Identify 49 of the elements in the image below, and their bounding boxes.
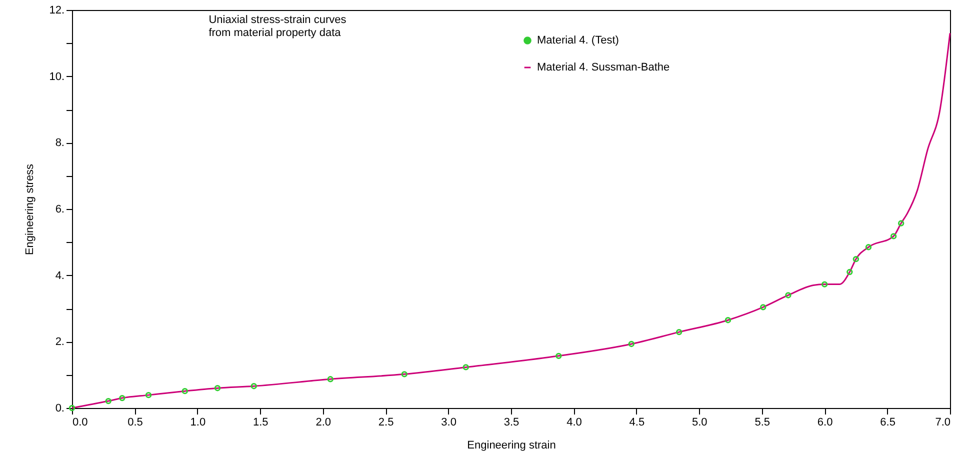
point xyxy=(68,404,76,412)
y-axis-title: Engineering stress xyxy=(24,163,36,256)
x-tick-label: 6.5 xyxy=(880,416,896,428)
x-tick-label: 5.5 xyxy=(754,416,770,428)
x-tick-label: 1.5 xyxy=(252,416,268,428)
x-axis-title: Engineering strain xyxy=(467,440,556,452)
point xyxy=(676,328,682,336)
point xyxy=(119,394,126,402)
legend-label: Material 4. (Test) xyxy=(537,34,619,46)
y-tick-label: 2. xyxy=(55,336,64,348)
x-tick-label: 0.0 xyxy=(72,416,88,428)
text: Uniaxial stress-strain curves from material property data xyxy=(208,14,347,39)
x-tick-label: 4.0 xyxy=(566,416,582,428)
x-tick-label: 5.0 xyxy=(692,416,708,428)
x-tick-label: 7.0 xyxy=(935,416,950,428)
y-tick-label: 0. xyxy=(55,402,64,414)
point xyxy=(327,376,334,382)
point xyxy=(182,388,188,394)
y-tick-label: 12. xyxy=(49,4,64,16)
y-tick-label: 4. xyxy=(55,270,64,282)
point xyxy=(105,398,112,404)
point xyxy=(865,244,872,250)
y-tick-label: 8. xyxy=(55,137,64,150)
legend-label: Material 4. Sussman-Bathe xyxy=(537,62,670,74)
point xyxy=(145,392,152,398)
point xyxy=(724,317,732,324)
point xyxy=(556,352,562,360)
point xyxy=(628,340,635,348)
y-tick-label: 6. xyxy=(55,204,64,216)
point xyxy=(898,220,904,226)
point xyxy=(250,383,257,390)
x-tick-label: 0.5 xyxy=(128,416,143,428)
x-tick-label: 1.0 xyxy=(190,416,206,428)
point xyxy=(846,268,853,276)
point xyxy=(401,371,408,378)
x-tick-label: 2.0 xyxy=(316,416,332,428)
point xyxy=(852,256,860,262)
point xyxy=(214,385,221,392)
x-tick-label: 3.5 xyxy=(504,416,520,428)
point xyxy=(760,304,766,310)
x-tick-label: 3.0 xyxy=(441,416,456,428)
point xyxy=(890,233,897,240)
point xyxy=(462,364,469,370)
point xyxy=(785,292,792,298)
x-tick-label: 6.0 xyxy=(817,416,833,428)
point xyxy=(821,281,828,288)
y-tick-label: 10. xyxy=(49,70,64,83)
x-tick-label: 4.5 xyxy=(629,416,645,428)
x-tick-label: 2.5 xyxy=(378,416,394,428)
